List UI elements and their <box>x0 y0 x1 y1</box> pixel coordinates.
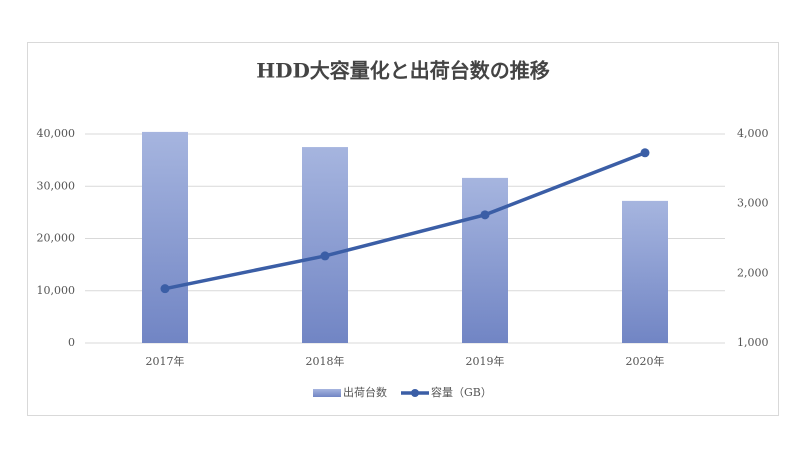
y-tick-label: 0 <box>68 336 75 349</box>
chart-title: HDD大容量化と出荷台数の推移 <box>256 59 550 83</box>
bar <box>622 200 668 343</box>
y-tick-label: 10,000 <box>37 284 76 297</box>
legend-swatch <box>313 389 341 397</box>
y2-tick-label: 3,000 <box>737 197 769 210</box>
line-marker <box>480 210 490 220</box>
line-marker <box>160 284 170 294</box>
bar <box>302 147 348 343</box>
line-marker <box>640 148 650 158</box>
x-tick-label: 2018年 <box>306 354 345 368</box>
bar <box>462 177 508 343</box>
x-tick-label: 2017年 <box>146 354 185 368</box>
legend-label: 容量（GB） <box>431 385 492 399</box>
line <box>164 151 646 291</box>
y-tick-label: 20,000 <box>37 232 76 245</box>
y-tick-label: 40,000 <box>37 127 76 140</box>
y2-tick-label: 1,000 <box>737 336 769 349</box>
legend-swatch <box>411 389 419 397</box>
y-tick-label: 30,000 <box>37 179 76 192</box>
x-tick-label: 2020年 <box>626 354 665 368</box>
legend-label: 出荷台数 <box>343 385 387 399</box>
line-marker <box>320 251 330 261</box>
y2-tick-label: 2,000 <box>737 266 769 279</box>
y2-tick-label: 4,000 <box>737 127 769 140</box>
bar <box>142 131 188 343</box>
x-tick-label: 2019年 <box>466 354 505 368</box>
